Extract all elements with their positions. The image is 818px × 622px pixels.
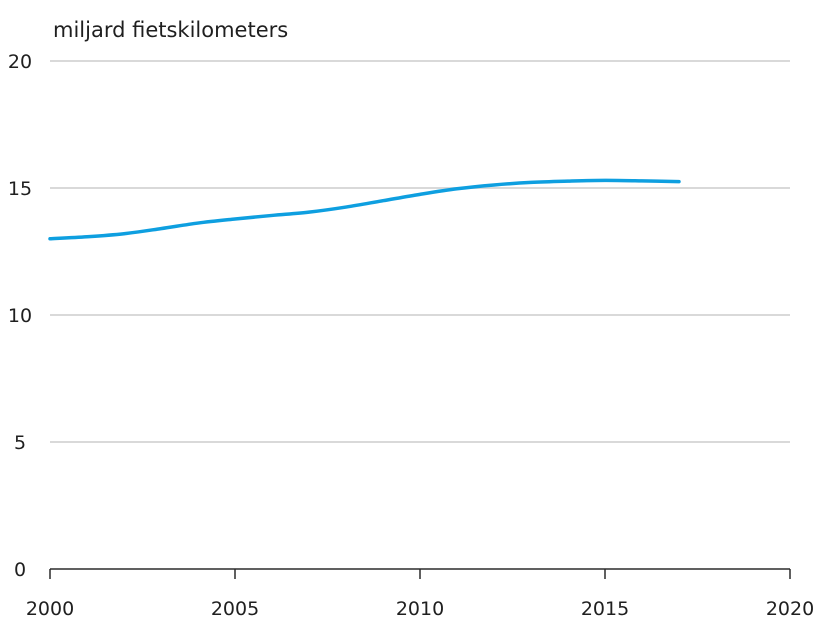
x-axis [49, 568, 791, 579]
tick-labels: 0 5 10 15 20 2000 2005 2010 2015 2020 [8, 51, 814, 620]
y-axis-unit-label: miljard fietskilometers [53, 18, 288, 42]
y-tick-label-15: 15 [8, 178, 32, 200]
series-layer [48, 178, 681, 241]
x-tick-label-2020: 2020 [766, 598, 814, 620]
y-tick-label-10: 10 [8, 305, 32, 327]
y-tick-label-0: 0 [14, 559, 26, 581]
gridlines [50, 60, 790, 443]
y-tick-label-20: 20 [8, 51, 32, 73]
x-tick-label-2015: 2015 [581, 598, 629, 620]
x-tick-label-2010: 2010 [396, 598, 444, 620]
x-tick-label-2005: 2005 [211, 598, 259, 620]
x-tick-label-2000: 2000 [26, 598, 74, 620]
y-tick-label-5: 5 [14, 432, 26, 454]
series-line-0 [48, 178, 681, 241]
